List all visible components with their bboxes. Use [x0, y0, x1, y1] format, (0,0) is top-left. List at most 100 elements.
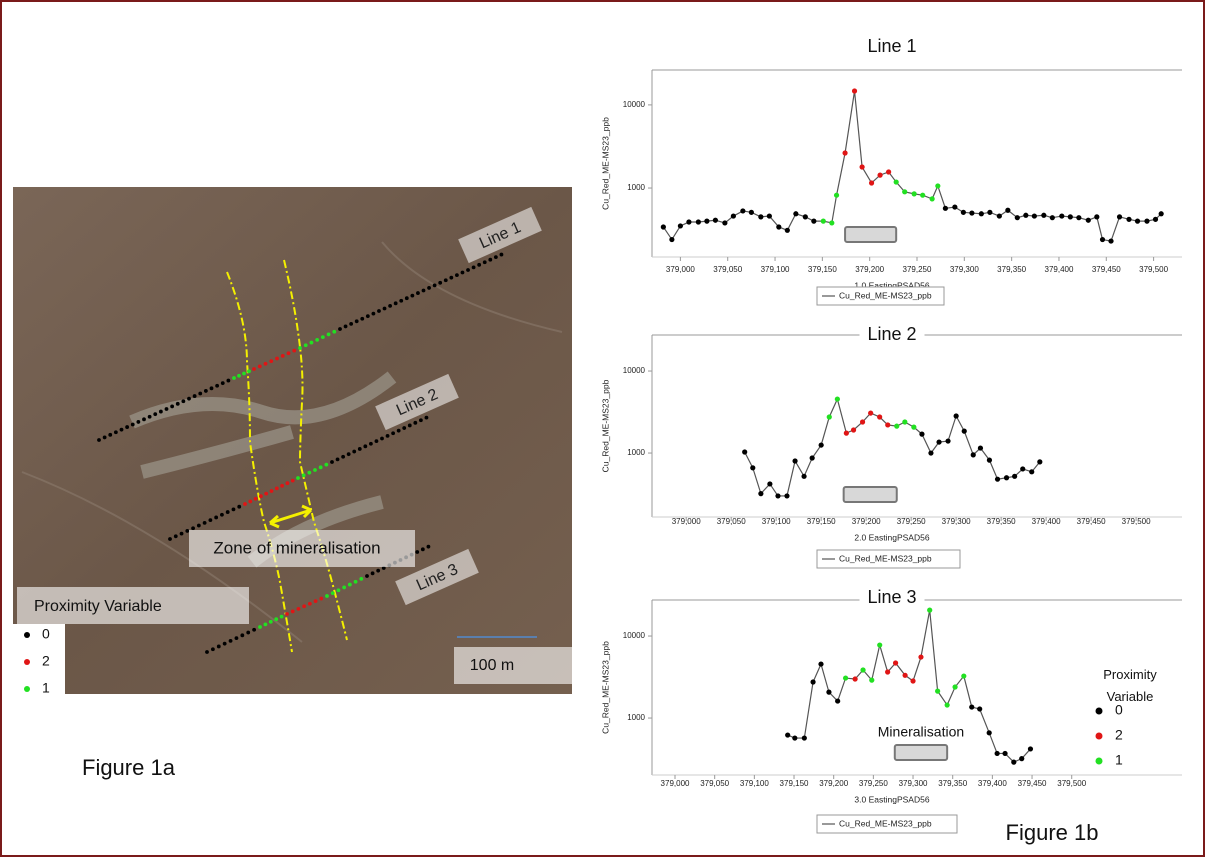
data-point — [1011, 759, 1017, 765]
x-tick-label: 379,250 — [859, 779, 888, 788]
data-point — [766, 213, 772, 219]
data-point — [996, 213, 1002, 219]
sample-dot — [269, 359, 274, 364]
sample-dot — [309, 340, 314, 345]
zone-boundary — [226, 271, 293, 653]
sample-dot — [413, 420, 418, 425]
sample-dot — [168, 537, 172, 541]
data-point — [826, 689, 832, 695]
sample-dot — [399, 298, 404, 303]
mineralisation-zone — [893, 744, 949, 761]
satellite-panel: Line 1 Line 2 Line 3 Zone of mineralisat… — [13, 187, 572, 780]
data-point — [952, 204, 958, 210]
data-point — [775, 493, 781, 499]
data-point — [952, 684, 958, 690]
y-tick-label: 1000 — [627, 183, 645, 192]
sample-dot — [407, 423, 412, 428]
data-point — [784, 227, 790, 233]
legend-title-word: Proximity — [1103, 667, 1157, 682]
sample-dot — [336, 588, 341, 593]
sample-dot — [252, 367, 256, 371]
sample-dot — [264, 491, 269, 496]
data-point — [961, 428, 967, 434]
data-point — [793, 211, 799, 217]
legend-label: Cu_Red_ME-MS23_ppb — [839, 290, 932, 300]
sample-dot — [416, 291, 420, 295]
sample-dot — [301, 473, 306, 478]
data-point — [1014, 215, 1020, 221]
data-point — [722, 220, 728, 226]
x-tick-label: 379,500 — [1139, 265, 1168, 274]
legend-title: Proximity Variable — [1103, 667, 1157, 704]
sample-dot — [97, 438, 101, 442]
sample-dot — [125, 425, 130, 429]
sample-dot — [292, 348, 297, 353]
data-point — [802, 214, 808, 220]
y-tick-label: 1000 — [627, 713, 645, 722]
sample-dot — [225, 510, 230, 514]
sample-dot — [320, 335, 325, 340]
data-point — [740, 208, 746, 214]
sample-dot — [222, 641, 227, 646]
chart-title: Line 3 — [867, 587, 916, 607]
sample-dot — [493, 255, 498, 260]
data-point — [969, 210, 975, 216]
data-point — [1031, 213, 1037, 219]
legend-label: Cu_Red_ME-MS23_ppb — [839, 553, 932, 563]
x-tick-label: 379,350 — [938, 779, 967, 788]
data-point — [970, 452, 976, 458]
legend-label: 2 — [1115, 727, 1123, 743]
x-tick-label: 379,050 — [717, 517, 746, 526]
sample-dot — [477, 262, 482, 267]
legend-label: 2 — [42, 653, 50, 669]
sample-dot — [253, 496, 258, 501]
sample-dot — [209, 386, 214, 391]
sample-dot — [181, 399, 186, 404]
sample-dot — [108, 432, 113, 437]
x-tick-label: 379,100 — [740, 779, 769, 788]
sample-dot — [153, 412, 158, 417]
legend-swatch — [1095, 707, 1103, 715]
sample-dot — [246, 630, 251, 635]
data-point — [902, 189, 908, 195]
sample-dot — [164, 407, 169, 411]
legend: 0 2 1 — [24, 626, 50, 696]
x-tick-label: 379,400 — [978, 779, 1007, 788]
caption: Figure 1a — [82, 755, 176, 780]
x-tick-label: 379,350 — [987, 517, 1016, 526]
x-tick-label: 379,500 — [1122, 517, 1151, 526]
sample-dot — [210, 647, 215, 652]
sample-dot — [243, 502, 247, 506]
sample-dot — [237, 504, 242, 509]
data-point — [977, 706, 983, 712]
data-point — [767, 481, 773, 487]
sample-dot — [179, 531, 184, 536]
data-point — [792, 458, 798, 464]
sample-dot — [296, 476, 300, 480]
sample-dot — [280, 353, 285, 358]
data-point — [1002, 750, 1008, 757]
x-tick-label: 379,300 — [899, 779, 928, 788]
sample-dot — [338, 327, 342, 331]
data-point — [927, 607, 933, 613]
data-point — [1059, 213, 1065, 219]
data-point — [834, 396, 840, 402]
sample-dot — [424, 415, 429, 420]
x-axis-label: 3.0 EastingPSAD56 — [854, 794, 929, 804]
data-point — [1005, 207, 1011, 213]
sample-dot — [319, 596, 324, 601]
x-tick-label: 379,250 — [903, 265, 932, 274]
sample-dot — [402, 426, 407, 430]
sample-dot — [252, 627, 257, 632]
sample-dot — [374, 439, 379, 444]
sample-dot — [343, 324, 348, 329]
data-point — [809, 455, 815, 461]
x-tick-label: 379,300 — [942, 517, 971, 526]
sample-dot — [258, 625, 262, 629]
x-tick-label: 379,050 — [713, 265, 742, 274]
sample-dot — [263, 361, 268, 366]
data-point — [1152, 216, 1159, 222]
sample-dot — [449, 275, 454, 280]
label-background — [458, 206, 542, 264]
